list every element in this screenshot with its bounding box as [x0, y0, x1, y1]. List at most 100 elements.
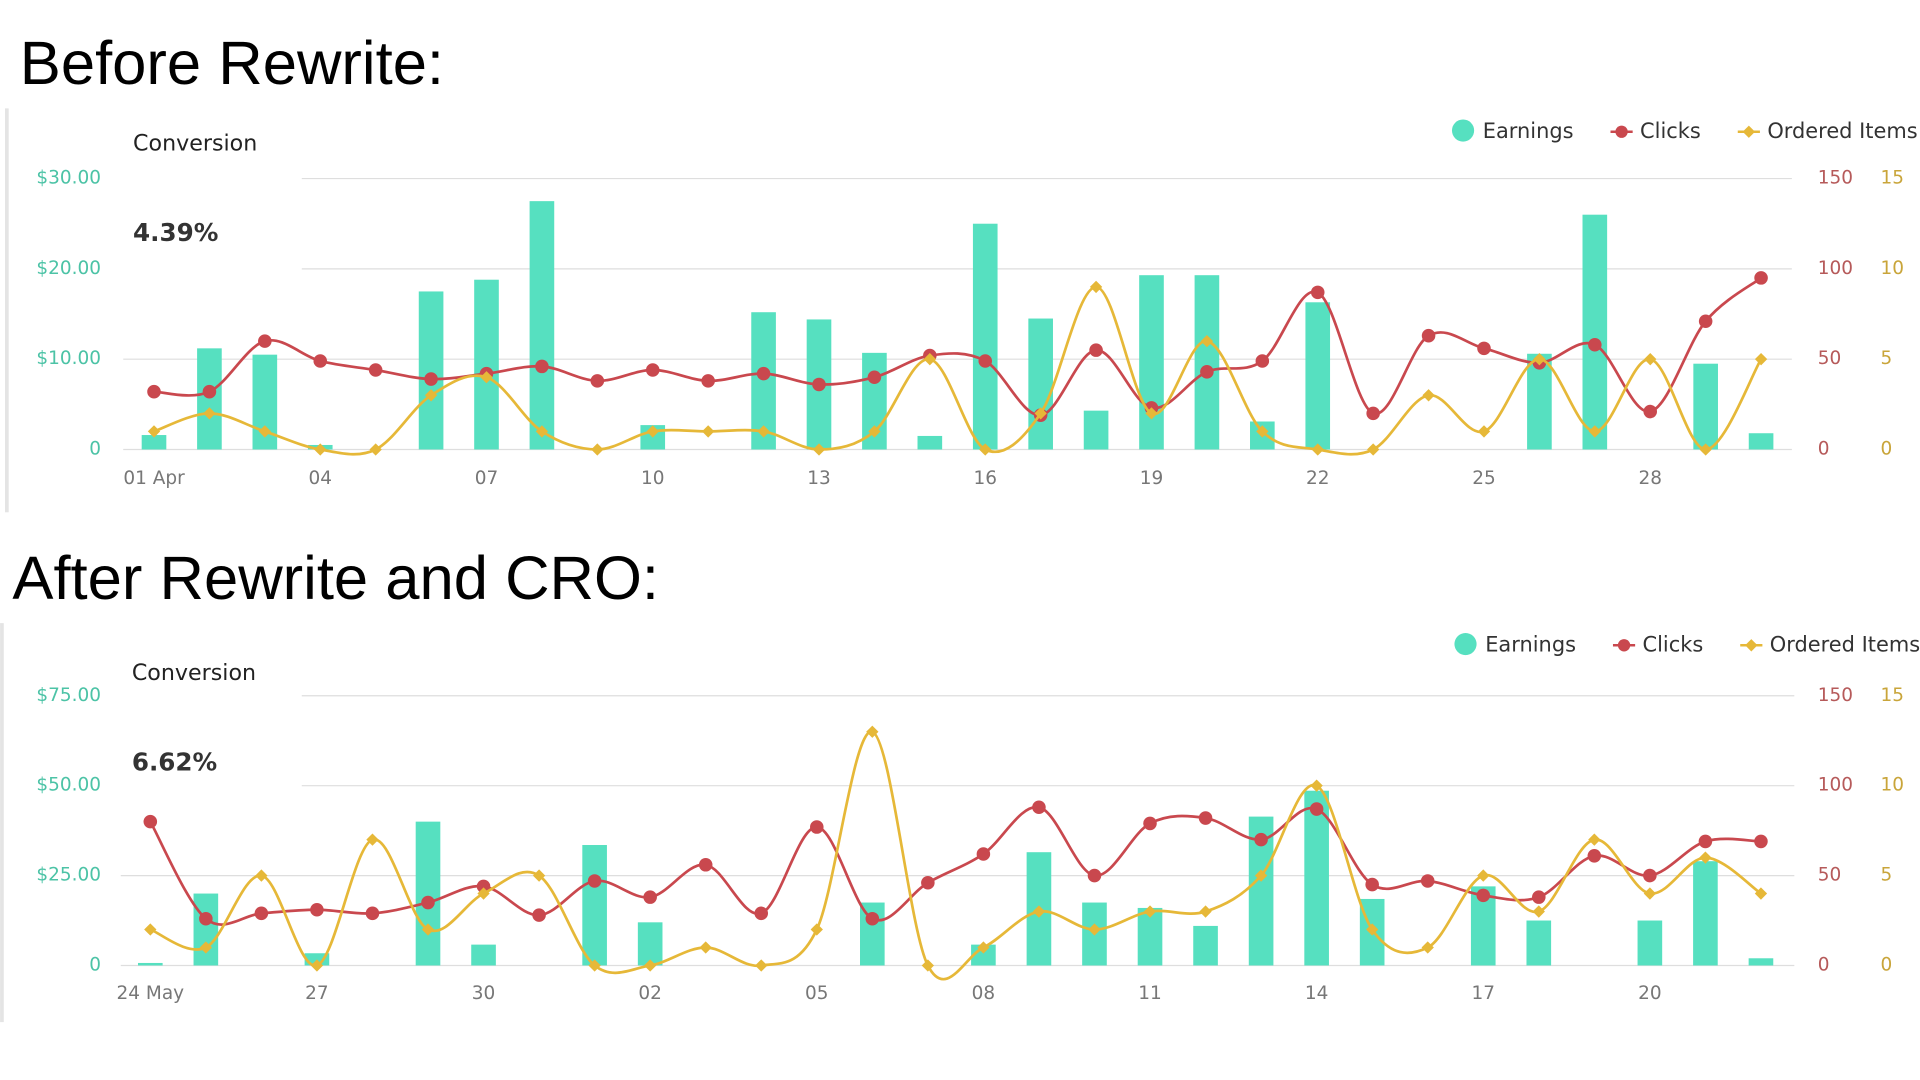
earnings-bar [471, 944, 496, 966]
items-point [1643, 887, 1657, 900]
x-tick-label: 05 [805, 983, 829, 1004]
legend-label: Ordered Items [1767, 119, 1917, 143]
items-point [1034, 407, 1047, 420]
x-tick-label: 28 [1638, 468, 1662, 489]
clicks-point [258, 334, 272, 348]
y3-tick-label: 15 [1881, 168, 1905, 189]
x-tick-label: 10 [641, 468, 665, 489]
earnings-bar [582, 845, 607, 966]
items-point [310, 959, 324, 972]
y3-tick-label: 0 [1881, 438, 1893, 459]
earnings-bar [1028, 318, 1053, 450]
clicks-point [202, 384, 217, 399]
x-tick-label: 20 [1638, 983, 1662, 1004]
x-tick-label: 19 [1140, 468, 1164, 489]
y2-tick-label: 100 [1818, 258, 1853, 279]
items-point [1367, 443, 1380, 456]
items-point [755, 959, 768, 972]
clicks-point [147, 384, 161, 399]
clicks-point [1698, 834, 1713, 849]
items-point [1477, 425, 1491, 438]
legend-label: Ordered Items [1770, 632, 1920, 656]
earnings-bar [1194, 275, 1220, 450]
items-point [1754, 353, 1768, 366]
items-point [203, 407, 216, 420]
earnings-bar [1193, 925, 1218, 966]
items-point [255, 869, 268, 882]
earnings-bar [971, 944, 996, 966]
clicks-point [421, 895, 435, 910]
clicks-point [645, 363, 660, 377]
clicks-point [1198, 811, 1213, 825]
earnings-bar [1748, 958, 1774, 966]
clicks-point [1366, 406, 1380, 421]
items-point [1256, 425, 1269, 438]
panel-edge [4, 108, 9, 513]
items-point [868, 425, 881, 438]
items-point [366, 833, 379, 846]
clicks-point [368, 363, 383, 377]
series-line [149, 730, 1762, 981]
items-point [1143, 905, 1157, 918]
y-tick-label: $75.00 [36, 685, 101, 706]
clicks-point [199, 911, 213, 926]
items-point [1532, 905, 1545, 918]
clicks-point [698, 858, 713, 872]
clicks-point [1255, 354, 1270, 368]
y2-tick-label: 150 [1818, 168, 1853, 189]
items-point [144, 923, 157, 936]
x-tick-label: 22 [1306, 468, 1330, 489]
items-point [977, 941, 990, 954]
clicks-point [254, 906, 269, 921]
chart-title: Conversion [132, 660, 256, 686]
clicks-point [590, 374, 605, 388]
earnings-bar [1582, 214, 1608, 450]
y3-tick-label: 5 [1881, 865, 1893, 886]
y2-tick-label: 100 [1818, 775, 1853, 796]
items-point [921, 959, 935, 972]
earnings-bar [415, 821, 441, 966]
items-point [1088, 923, 1101, 936]
items-point [866, 725, 879, 738]
y2-tick-label: 50 [1818, 865, 1842, 886]
clicks-point [1200, 365, 1214, 379]
legend-label: Clicks [1640, 119, 1701, 143]
y-tick-label: $50.00 [36, 775, 101, 796]
earnings-bar [972, 223, 998, 450]
x-tick-label: 04 [308, 468, 332, 489]
y3-tick-label: 10 [1881, 775, 1905, 796]
items-point [1032, 905, 1046, 918]
items-point [979, 443, 992, 456]
y3-tick-label: 0 [1881, 954, 1893, 975]
y3-tick-label: 5 [1881, 348, 1893, 369]
series-line [153, 285, 1763, 456]
clicks-point [1587, 849, 1602, 863]
clicks-point [1754, 271, 1768, 285]
earnings-bar [1083, 410, 1109, 450]
clicks-point [476, 879, 491, 894]
items-point [923, 353, 936, 366]
x-tick-label: 08 [972, 983, 996, 1004]
items-point [532, 869, 546, 882]
items-point [199, 941, 213, 954]
earnings-bar [529, 201, 555, 450]
items-point [477, 887, 490, 900]
clicks-point [1309, 802, 1324, 816]
clicks-point [865, 911, 880, 926]
earnings-bar [197, 348, 222, 450]
items-point [369, 443, 382, 456]
x-tick-label: 13 [807, 468, 831, 489]
earnings-bar [1304, 790, 1329, 966]
earnings-bar [474, 279, 499, 450]
clicks-point [978, 354, 993, 368]
legend-label: Earnings [1483, 119, 1574, 143]
conversion-rate: 4.39% [133, 218, 218, 247]
x-tick-label: 14 [1305, 983, 1329, 1004]
clicks-point [1087, 868, 1102, 883]
earnings-bar [1139, 275, 1164, 450]
clicks-point [587, 874, 602, 888]
earnings-bar [637, 922, 663, 966]
items-point [1588, 833, 1601, 846]
